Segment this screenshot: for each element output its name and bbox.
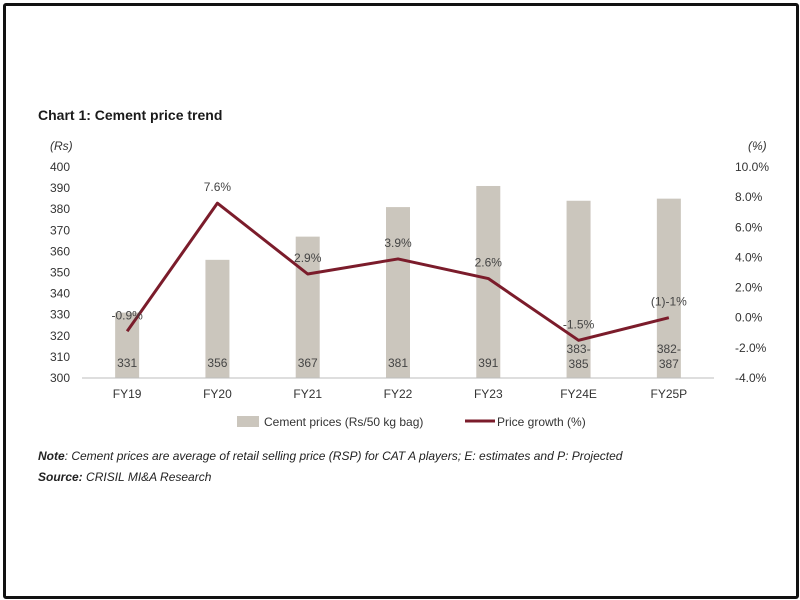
- x-tick-label: FY19: [113, 387, 142, 401]
- y-left-tick-label: 300: [50, 371, 70, 385]
- y-right-tick-label: -4.0%: [735, 371, 767, 385]
- y-left-tick-label: 380: [50, 202, 70, 216]
- legend-label-bars: Cement prices (Rs/50 kg bag): [264, 415, 423, 429]
- bar-value-label: 391: [478, 356, 498, 370]
- line-value-label: 2.6%: [475, 256, 503, 270]
- y-left-tick-label: 320: [50, 329, 70, 343]
- x-tick-label: FY21: [293, 387, 322, 401]
- y-left-unit-label: (Rs): [50, 139, 73, 153]
- y-left-tick-label: 340: [50, 287, 70, 301]
- source-label: Source:: [38, 470, 83, 484]
- y-left-tick-label: 390: [50, 181, 70, 195]
- x-tick-label: FY20: [203, 387, 232, 401]
- chart-note: Note: Cement prices are average of retai…: [38, 449, 622, 463]
- y-right-tick-label: 0.0%: [735, 311, 763, 325]
- line-value-label: 3.9%: [384, 236, 412, 250]
- y-left-tick-label: 330: [50, 308, 70, 322]
- bar-fy24e: [566, 200, 591, 378]
- bar-value-label: 331: [117, 356, 137, 370]
- line-value-label: -0.9%: [111, 308, 143, 322]
- y-right-tick-label: 6.0%: [735, 220, 763, 234]
- bar-value-label: 367: [298, 356, 318, 370]
- price-growth-line: [125, 201, 670, 342]
- y-left-tick-label: 310: [50, 350, 70, 364]
- note-label: Note: [38, 449, 65, 463]
- bar-value-label: 385: [569, 357, 589, 371]
- bar-value-label: 381: [388, 356, 408, 370]
- y-right-tick-label: 10.0%: [735, 160, 769, 174]
- bar-fy19: [115, 312, 140, 378]
- x-tick-label: FY24E: [560, 387, 597, 401]
- bar-value-label: 383-: [567, 342, 591, 356]
- bar-value-label: 387: [659, 357, 679, 371]
- y-left-tick-label: 370: [50, 223, 70, 237]
- line-value-label: 2.9%: [294, 251, 322, 265]
- y-right-tick-label: 2.0%: [735, 281, 763, 295]
- chart-title: Chart 1: Cement price trend: [38, 107, 223, 123]
- y-left-tick-label: 350: [50, 266, 70, 280]
- y-left-tick-label: 400: [50, 160, 70, 174]
- chart-source: Source: CRISIL MI&A Research: [38, 470, 211, 484]
- legend-swatch-bars: [237, 416, 259, 427]
- bar-fy21: [295, 236, 320, 378]
- line-value-label: 7.6%: [204, 180, 232, 194]
- bar-fy22: [386, 207, 410, 378]
- line-value-label: -1.5%: [563, 317, 595, 331]
- bar-fy25p: [656, 198, 681, 378]
- bar-value-label: 356: [207, 356, 227, 370]
- note-text: : Cement prices are average of retail se…: [64, 449, 623, 463]
- y-right-unit-label: (%): [748, 139, 767, 153]
- legend-label-line: Price growth (%): [497, 415, 586, 429]
- y-right-tick-label: -2.0%: [735, 341, 767, 355]
- y-right-tick-label: 8.0%: [735, 190, 763, 204]
- source-text: CRISIL MI&A Research: [82, 470, 212, 484]
- y-left-tick-label: 360: [50, 244, 70, 258]
- y-right-tick-label: 4.0%: [735, 250, 763, 264]
- line-value-label: (1)-1%: [651, 295, 687, 309]
- x-tick-label: FY22: [384, 387, 413, 401]
- bar-fy23: [476, 185, 501, 378]
- bar-value-label: 382-: [657, 342, 681, 356]
- x-tick-label: FY25P: [651, 387, 688, 401]
- bar-fy20: [205, 259, 230, 378]
- x-tick-label: FY23: [474, 387, 503, 401]
